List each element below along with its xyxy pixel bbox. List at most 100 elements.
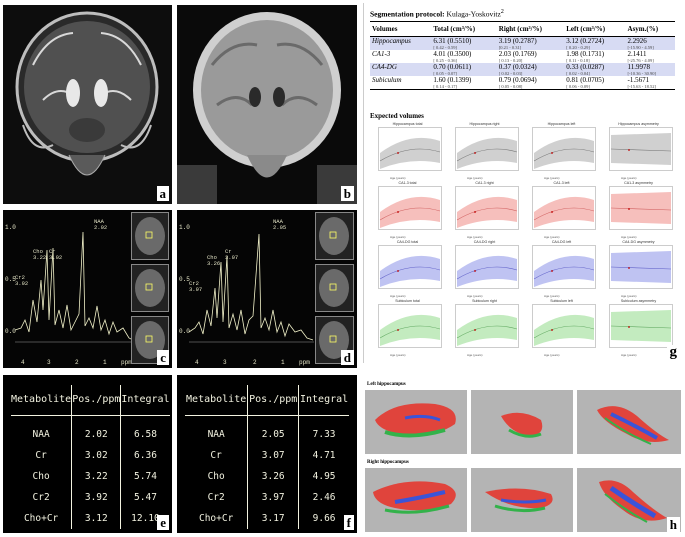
cell-integral: 7.33 bbox=[298, 415, 349, 445]
subplot-x-label: Age (years) bbox=[467, 353, 483, 357]
cell-confidence-interval: [ 0.14 - 0.17] bbox=[431, 84, 497, 90]
right-slice-1 bbox=[365, 468, 467, 532]
subplot-chart bbox=[378, 245, 442, 289]
subplot-x-label: Age (years) bbox=[390, 353, 406, 357]
subplot-chart bbox=[378, 186, 442, 230]
subplot-title: CA4-DG total bbox=[396, 240, 419, 244]
table-row: Cr2 3.97 2.46 bbox=[185, 487, 349, 508]
subplot-title: Subiculum total bbox=[395, 299, 420, 303]
panel-letter-d: d bbox=[340, 350, 354, 365]
cell-metabolite: Cho+Cr bbox=[198, 513, 234, 524]
cell-confidence-interval: [ 0.13 - 0.20] bbox=[498, 58, 523, 63]
segmentation-title: Segmentation protocol: Kulaga-Yoskovitz2 bbox=[370, 8, 504, 19]
left-slice-3 bbox=[577, 390, 681, 454]
subplot-x-label: Age (years) bbox=[390, 176, 406, 180]
col-volumes: Volumes bbox=[370, 21, 432, 37]
expected-volume-subplot: CA4-DG right Age (years) bbox=[447, 240, 522, 298]
subplot-x-label: Age (years) bbox=[544, 353, 560, 357]
subplot-x-label: Age (years) bbox=[621, 353, 637, 357]
subplot-title: CA4-DG asymmetry bbox=[622, 240, 655, 244]
col-left: Left (cm³/%) bbox=[564, 21, 626, 37]
voxel-thumbnail-1 bbox=[131, 212, 169, 260]
expected-volume-subplot: Hippocampus right Age (years) bbox=[447, 122, 522, 180]
cell-integral: 2.46 bbox=[298, 487, 349, 508]
peak-label-cr: Cr bbox=[49, 248, 56, 255]
cell-asym: 2.2926 bbox=[625, 36, 675, 45]
expected-volume-subplot: CA1-3 total Age (years) bbox=[370, 181, 445, 239]
cell-confidence-interval: [ 0.20 - 0.29] bbox=[564, 45, 626, 50]
cell-metabolite: Cr bbox=[35, 450, 47, 461]
cell-position: 3.26 bbox=[247, 466, 299, 487]
right-slice-3 bbox=[577, 468, 681, 532]
cell-confidence-interval: [ 0.42 - 0.59] bbox=[431, 45, 497, 50]
panel-letter-f: f bbox=[343, 515, 354, 530]
cell-metabolite: Cr2 bbox=[207, 492, 225, 503]
col-position: Pos./ppm bbox=[247, 385, 299, 416]
cell-total: 0.70 (0.0611) bbox=[431, 63, 497, 71]
cell-metabolite: Cho+Cr bbox=[23, 513, 59, 524]
cell-position: 2.05 bbox=[247, 415, 299, 445]
cell-confidence-interval: [-15.63 - 18.52] bbox=[625, 84, 675, 90]
subplot-chart bbox=[609, 245, 673, 289]
mri-t1-image bbox=[177, 5, 357, 204]
subplot-chart bbox=[609, 127, 673, 171]
subplot-chart bbox=[455, 186, 519, 230]
expected-volume-subplot: CA1-3 asymmetry Age (years) bbox=[601, 181, 676, 239]
subplot-title: CA1-3 left bbox=[553, 181, 570, 185]
col-metabolite: Metabolite bbox=[185, 385, 248, 416]
cell-metabolite: NAA bbox=[207, 428, 225, 440]
voxel-thumbnail-2 bbox=[131, 264, 169, 312]
table-row: Cho 3.26 4.95 bbox=[185, 466, 349, 487]
peak-label-naa: NAA bbox=[94, 218, 104, 225]
cell-confidence-interval: [-25.76 - 4.09] bbox=[627, 58, 654, 63]
cell-name: CA4-DG bbox=[370, 63, 432, 71]
expected-volume-subplot: Hippocampus left Age (years) bbox=[524, 122, 599, 180]
peak-label-cr2-ppm: 3.97 bbox=[189, 286, 203, 293]
subplot-x-label: Age (years) bbox=[390, 235, 406, 239]
expected-volume-subplot: CA4-DG left Age (years) bbox=[524, 240, 599, 298]
subplot-chart bbox=[378, 304, 442, 348]
x-tick: 1 bbox=[103, 359, 107, 366]
expected-volume-subplot: Subiculum left Age (years) bbox=[524, 299, 599, 357]
cell-blank bbox=[370, 45, 432, 50]
panel-letter-a: a bbox=[156, 186, 169, 201]
table-row: Cho+Cr 3.17 9.66 bbox=[185, 508, 349, 529]
cell-integral: 6.58 bbox=[120, 415, 170, 445]
subplot-chart bbox=[455, 245, 519, 289]
cell-asym: 11.9978 bbox=[625, 63, 675, 71]
x-tick: 2 bbox=[75, 359, 79, 366]
cell-total: 4.01 (0.3500) bbox=[433, 50, 472, 58]
subplot-title: Hippocampus right bbox=[469, 122, 500, 126]
subfield-segmentation-panel: Left hippocampus Right hippocampus h bbox=[363, 380, 683, 535]
metabolite-table-e: Metabolite Pos./ppm Integral NAA 2.02 6.… bbox=[3, 375, 172, 533]
cell-integral: 5.47 bbox=[120, 487, 170, 508]
spectrum-trace bbox=[189, 233, 314, 343]
peak-label-cho: Cho bbox=[33, 248, 43, 255]
cell-position: 3.07 bbox=[247, 445, 299, 466]
cell-metabolite: NAA bbox=[32, 428, 50, 440]
voxel-thumbnail-1 bbox=[315, 212, 354, 260]
segmentation-report-panel: Segmentation protocol: Kulaga-Yoskovitz2… bbox=[363, 3, 683, 363]
subplot-title: Hippocampus total bbox=[392, 122, 423, 126]
table-row: CA4-DG 0.70 (0.0611) 0.37 (0.0324) 0.33 (0.… bbox=[370, 63, 675, 71]
mr-spectrum-d: 1.0 0.5 0.0 NAA 2.05 Cho 3.26 Cr 3.07 Cr… bbox=[177, 210, 357, 368]
y-tick: 0.0 bbox=[179, 328, 190, 335]
cell-blank bbox=[370, 84, 432, 90]
cell-name: Subiculum bbox=[372, 76, 402, 84]
cell-position: 3.17 bbox=[247, 508, 299, 529]
table-row-ci: [ 0.25 - 0.36] [ 0.13 - 0.20] [ 0.11 - 0.1… bbox=[370, 58, 675, 63]
cell-metabolite: Cr bbox=[210, 450, 222, 461]
metabolite-table: Metabolite Pos./ppm Integral NAA 2.02 6.… bbox=[11, 385, 170, 529]
col-position: Pos./ppm bbox=[71, 385, 121, 416]
peak-label-cr2: Cr2 bbox=[189, 280, 199, 287]
peak-label-cr2-ppm: 3.92 bbox=[15, 280, 29, 287]
spectrum-trace bbox=[15, 231, 135, 343]
x-tick: 4 bbox=[195, 359, 199, 366]
peak-label-cr2: Cr2 bbox=[15, 274, 25, 281]
table-row: Cho+Cr 3.12 12.10 bbox=[11, 508, 170, 529]
x-axis-unit: ppm bbox=[121, 359, 132, 366]
y-tick: 0.5 bbox=[179, 276, 190, 283]
table-row: NAA 2.02 6.58 bbox=[11, 415, 170, 445]
cell-asym: -1.5671 bbox=[627, 76, 650, 84]
expected-volume-subplot: Hippocampus asymmetry Age (years) bbox=[601, 122, 676, 180]
